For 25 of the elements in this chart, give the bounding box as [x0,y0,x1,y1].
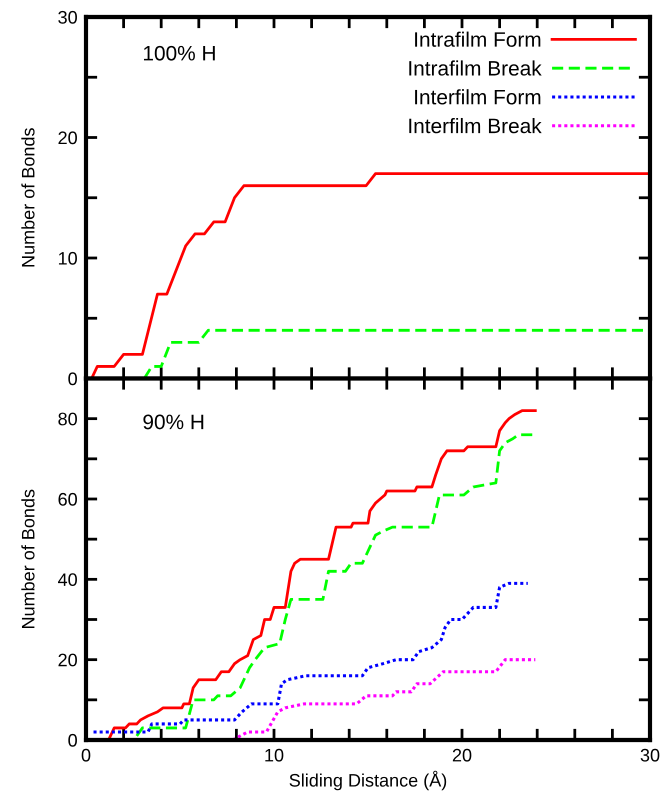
y-tick-label: 20 [58,131,77,144]
x-tick-label: 0 [82,748,90,762]
legend-label: Interfilm Form [415,89,540,104]
x-tick-label: 20 [452,748,472,762]
x-tick-label: 30 [640,748,660,762]
y-tick-label: 30 [58,10,77,24]
y-tick-label: 80 [58,412,77,426]
legend-label: Interfilm Break [409,118,542,134]
y-tick-label: 40 [58,573,77,586]
y-axis-title: Number of Bonds [21,490,35,628]
y-tick-label: 20 [58,654,77,666]
x-tick-label: 10 [265,748,284,762]
y-tick-label: 10 [58,252,77,265]
y-tick-label: 0 [68,734,77,747]
y-tick-label: 0 [68,372,77,386]
annotation: 90% H [143,414,204,430]
line-series [92,582,530,734]
legend-label: Intrafilm Break [409,60,542,76]
line-series [90,172,650,378]
x-axis-title: Sliding Distance (Å) [290,770,446,790]
legend-label: Intrafilm Form [415,32,540,47]
line-series [231,658,537,740]
annotation: 100% H [144,46,215,61]
y-axis-title: Number of Bonds [21,128,35,267]
y-tick-label: 60 [58,492,77,506]
